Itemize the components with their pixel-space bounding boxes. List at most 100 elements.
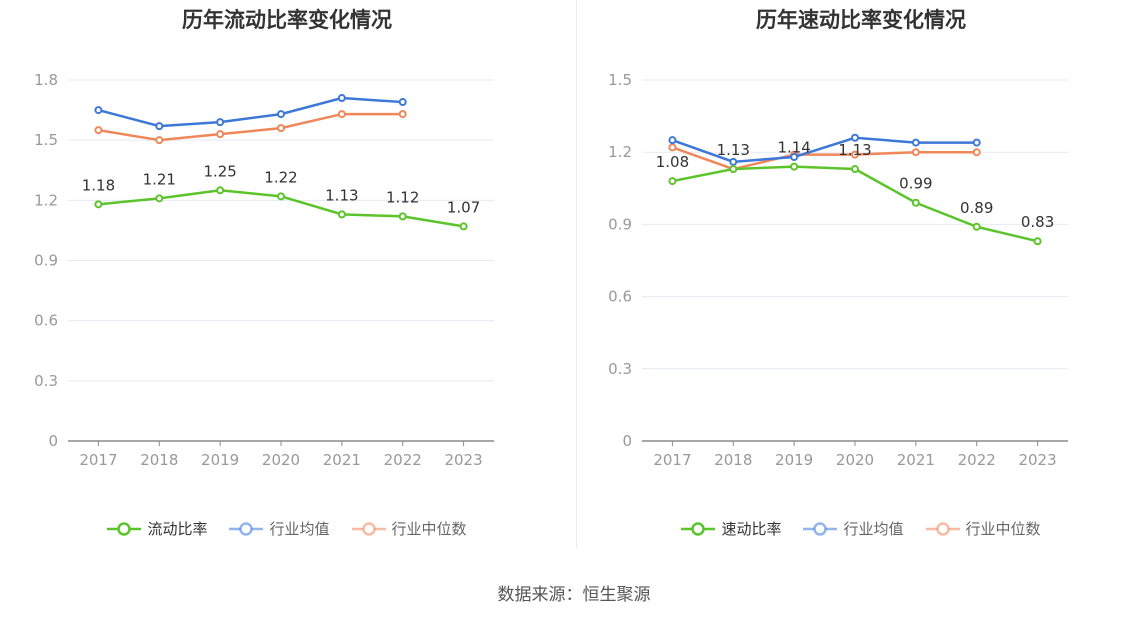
data-point (851, 150, 859, 159)
data-point (790, 153, 799, 162)
x-tick-label: 2021 (897, 451, 935, 469)
x-tick-label: 2020 (262, 451, 300, 469)
x-tick-label: 2022 (958, 451, 996, 469)
quick-ratio-chart: 历年速动比率变化情况 0 0.3 0.6 0.9 1.2 1.5 2017 2018 2019 2… (574, 0, 1148, 560)
y-tick-label: 1.8 (34, 71, 58, 89)
y-tick-label: 1.5 (608, 71, 632, 89)
data-point (911, 148, 920, 157)
x-tick-label: 2019 (201, 451, 239, 469)
legend-label: 行业中位数 (391, 520, 467, 538)
data-point (277, 110, 285, 119)
y-tick-label: 1.2 (34, 191, 58, 209)
data-point (911, 138, 920, 147)
legend-label: 行业均值 (269, 520, 330, 538)
panel-divider (576, 0, 577, 548)
legend-line-circle-icon (351, 521, 386, 536)
data-point (277, 192, 285, 201)
y-tick-label: 1.5 (34, 131, 58, 149)
y-tick-label: 0 (622, 432, 632, 450)
data-point (668, 177, 677, 186)
data-point (972, 148, 981, 157)
series-line (672, 146, 977, 171)
data-point (398, 110, 407, 119)
x-tick-label: 2023 (444, 451, 482, 469)
data-label: 1.08 (656, 153, 689, 171)
x-tick-label: 2019 (775, 451, 813, 469)
data-label: 0.99 (899, 175, 932, 193)
data-point (729, 165, 738, 174)
data-label: 1.22 (264, 168, 297, 186)
data-point (216, 118, 225, 127)
current-ratio-chart: 历年流动比率变化情况 0 0.3 0.6 0.9 1.2 1.5 1.8 2017 2018 20… (0, 0, 574, 560)
x-tick-label: 2017 (79, 451, 117, 469)
data-point (851, 133, 859, 142)
series-line (672, 136, 977, 164)
data-point (729, 157, 738, 166)
data-point (337, 210, 346, 219)
data-point (94, 126, 103, 135)
legend-item[interactable]: 行业中位数 (925, 518, 1041, 539)
data-label: 1.13 (838, 141, 871, 159)
legend-line-circle-icon (229, 521, 264, 536)
data-point (94, 106, 103, 115)
data-point (277, 124, 285, 133)
data-point (398, 212, 407, 221)
legend-line-circle-icon (925, 521, 960, 536)
chart-legend: 速动比率 行业均值 行业中位数 (574, 518, 1148, 539)
x-tick-label: 2020 (836, 451, 874, 469)
series-line (98, 96, 403, 128)
y-tick-label: 0 (48, 432, 58, 450)
y-tick-label: 0.9 (608, 215, 632, 233)
data-point (668, 143, 677, 152)
data-point (1033, 237, 1042, 246)
data-point (851, 165, 859, 174)
x-tick-label: 2021 (323, 451, 361, 469)
y-tick-label: 0.9 (34, 252, 58, 270)
legend-line-circle-icon (107, 521, 142, 536)
x-tick-label: 2022 (384, 451, 422, 469)
y-tick-label: 0.3 (608, 360, 632, 378)
data-point (459, 222, 468, 231)
data-point (216, 186, 225, 195)
data-label: 1.25 (203, 162, 236, 180)
data-label: 1.18 (82, 176, 115, 194)
legend-item[interactable]: 行业均值 (229, 518, 330, 539)
data-label: 1.07 (447, 198, 480, 216)
chart-legend: 流动比率 行业均值 行业中位数 (0, 518, 574, 539)
quick-ratio-plot: 0 0.3 0.6 0.9 1.2 1.5 2017 2018 2019 2020 2021 2022… (608, 71, 1068, 469)
chart-title: 历年速动比率变化情况 (756, 8, 966, 32)
data-point (216, 130, 225, 139)
legend-label: 行业均值 (843, 520, 904, 538)
data-point (911, 198, 920, 207)
data-point (398, 98, 407, 107)
data-point (155, 194, 164, 203)
data-point (155, 136, 164, 145)
data-label: 1.13 (717, 141, 750, 159)
data-source-note: 数据来源：恒生聚源 (497, 585, 651, 605)
x-tick-label: 2017 (653, 451, 691, 469)
data-label: 0.83 (1021, 213, 1054, 231)
x-tick-label: 2023 (1018, 451, 1056, 469)
data-label: 1.12 (386, 188, 419, 206)
chart-title: 历年流动比率变化情况 (182, 8, 392, 32)
legend-label: 流动比率 (147, 520, 208, 538)
y-tick-label: 0.6 (608, 288, 632, 306)
data-point (972, 138, 981, 147)
legend-line-circle-icon (681, 521, 716, 536)
legend-label: 速动比率 (721, 520, 782, 538)
data-point (337, 110, 346, 119)
legend-item[interactable]: 速动比率 (681, 518, 781, 539)
legend-item[interactable]: 流动比率 (107, 518, 207, 539)
series-line (98, 112, 403, 142)
legend-item[interactable]: 行业中位数 (351, 518, 467, 539)
data-label: 1.13 (325, 186, 358, 204)
legend-label: 行业中位数 (965, 520, 1041, 538)
data-point (337, 94, 346, 103)
legend-item[interactable]: 行业均值 (803, 518, 904, 539)
data-point (94, 200, 103, 209)
data-point (790, 162, 799, 171)
data-point (972, 222, 981, 231)
legend-line-circle-icon (803, 521, 838, 536)
y-tick-label: 0.3 (34, 372, 58, 390)
y-tick-label: 1.2 (608, 143, 632, 161)
